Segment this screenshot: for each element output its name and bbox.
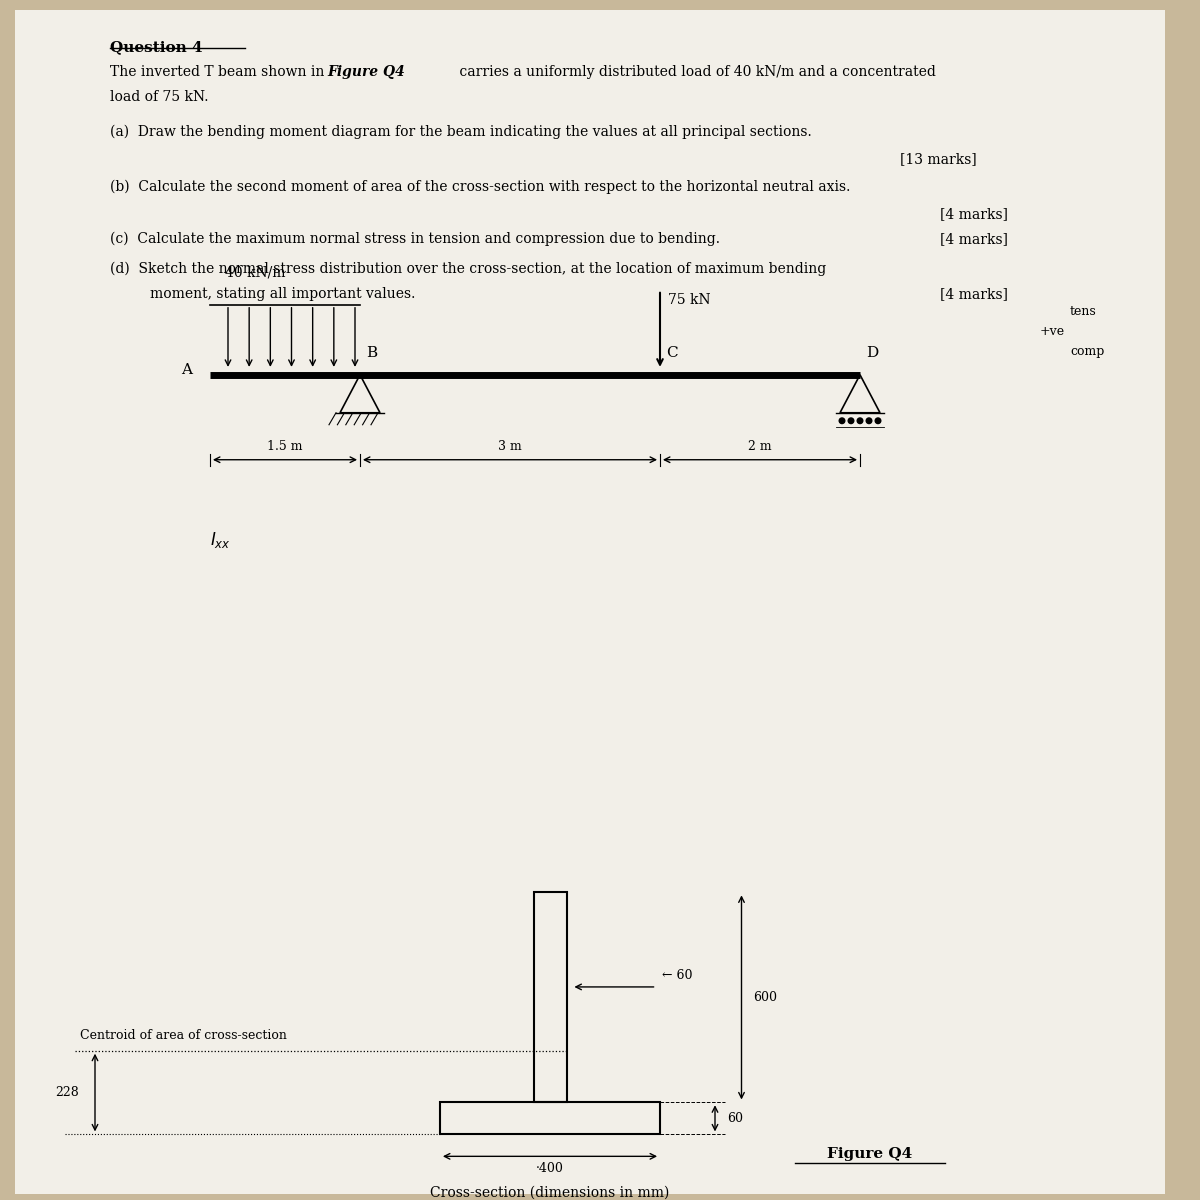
Text: ← 60: ← 60 bbox=[661, 968, 692, 982]
Text: [4 marks]: [4 marks] bbox=[940, 232, 1008, 246]
Text: A: A bbox=[181, 362, 192, 377]
Text: Figure Q4: Figure Q4 bbox=[326, 65, 404, 79]
Bar bbox=[440, 1103, 660, 1134]
Text: 2 m: 2 m bbox=[748, 439, 772, 452]
Circle shape bbox=[848, 418, 854, 424]
Text: 1.5 m: 1.5 m bbox=[268, 439, 302, 452]
Text: 75 kN: 75 kN bbox=[668, 293, 710, 307]
Text: moment, stating all important values.: moment, stating all important values. bbox=[150, 287, 415, 301]
Text: ·400: ·400 bbox=[536, 1163, 564, 1175]
Text: +ve: +ve bbox=[1040, 325, 1066, 338]
Text: Centroid of area of cross-section: Centroid of area of cross-section bbox=[80, 1028, 287, 1042]
Text: [4 marks]: [4 marks] bbox=[940, 287, 1008, 301]
Circle shape bbox=[839, 418, 845, 424]
Circle shape bbox=[875, 418, 881, 424]
Text: 40 kN/m: 40 kN/m bbox=[224, 266, 286, 280]
Text: (d)  Sketch the normal stress distribution over the cross-section, at the locati: (d) Sketch the normal stress distributio… bbox=[110, 262, 827, 276]
Text: C: C bbox=[666, 346, 678, 360]
Text: B: B bbox=[366, 346, 377, 360]
Text: 228: 228 bbox=[55, 1086, 79, 1099]
Text: D: D bbox=[866, 346, 878, 360]
Text: [13 marks]: [13 marks] bbox=[900, 152, 977, 166]
Text: load of 75 kN.: load of 75 kN. bbox=[110, 90, 209, 104]
Text: 3 m: 3 m bbox=[498, 439, 522, 452]
Text: 600: 600 bbox=[754, 991, 778, 1004]
Text: [4 marks]: [4 marks] bbox=[940, 206, 1008, 221]
Text: comp: comp bbox=[1070, 344, 1104, 358]
Circle shape bbox=[866, 418, 871, 424]
Text: Figure Q4: Figure Q4 bbox=[827, 1147, 913, 1162]
Text: (c)  Calculate the maximum normal stress in tension and compression due to bendi: (c) Calculate the maximum normal stress … bbox=[110, 232, 720, 246]
Text: $I_{xx}$: $I_{xx}$ bbox=[210, 529, 230, 550]
Circle shape bbox=[857, 418, 863, 424]
Text: Question 4: Question 4 bbox=[110, 40, 203, 54]
Bar bbox=[534, 893, 566, 1103]
Text: (b)  Calculate the second moment of area of the cross-section with respect to th: (b) Calculate the second moment of area … bbox=[110, 180, 851, 194]
Text: 60: 60 bbox=[727, 1112, 743, 1124]
Text: tens: tens bbox=[1070, 305, 1097, 318]
Text: (a)  Draw the bending moment diagram for the beam indicating the values at all p: (a) Draw the bending moment diagram for … bbox=[110, 125, 811, 139]
Text: carries a uniformly distributed load of 40 kN/m and a concentrated: carries a uniformly distributed load of … bbox=[455, 65, 936, 79]
Text: Cross-section (dimensions in mm): Cross-section (dimensions in mm) bbox=[431, 1186, 670, 1199]
Text: The inverted T beam shown in: The inverted T beam shown in bbox=[110, 65, 329, 79]
